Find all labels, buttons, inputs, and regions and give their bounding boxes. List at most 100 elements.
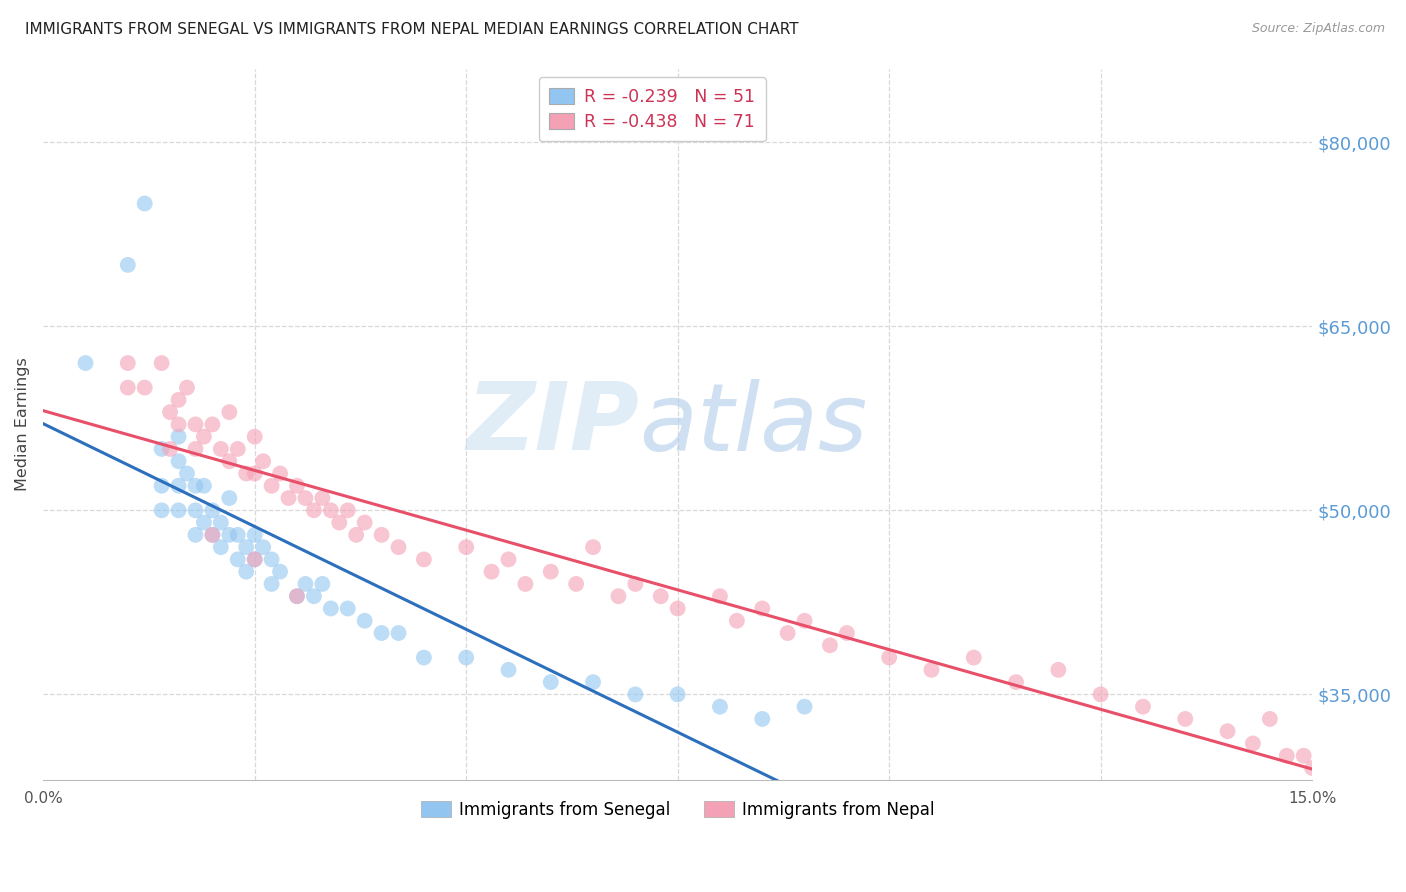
Point	[294, 491, 316, 505]
Point	[184, 417, 207, 432]
Point	[184, 503, 207, 517]
Point	[751, 712, 773, 726]
Point	[1090, 687, 1112, 701]
Point	[624, 577, 647, 591]
Point	[515, 577, 537, 591]
Point	[319, 601, 342, 615]
Point	[218, 454, 240, 468]
Point	[243, 430, 266, 444]
Point	[709, 589, 731, 603]
Point	[481, 565, 503, 579]
Text: Source: ZipAtlas.com: Source: ZipAtlas.com	[1251, 22, 1385, 36]
Point	[252, 454, 274, 468]
Point	[218, 528, 240, 542]
Point	[666, 601, 689, 615]
Point	[243, 552, 266, 566]
Point	[353, 614, 375, 628]
Point	[167, 430, 190, 444]
Point	[344, 528, 367, 542]
Point	[243, 467, 266, 481]
Point	[1132, 699, 1154, 714]
Point	[176, 381, 198, 395]
Point	[150, 479, 173, 493]
Point	[498, 552, 520, 566]
Point	[167, 479, 190, 493]
Point	[793, 699, 815, 714]
Point	[565, 577, 588, 591]
Point	[117, 356, 139, 370]
Point	[456, 540, 478, 554]
Point	[709, 699, 731, 714]
Point	[793, 614, 815, 628]
Point	[540, 675, 562, 690]
Point	[412, 650, 434, 665]
Point	[201, 528, 224, 542]
Point	[260, 577, 283, 591]
Point	[184, 528, 207, 542]
Text: atlas: atlas	[640, 379, 868, 470]
Point	[387, 540, 409, 554]
Point	[877, 650, 900, 665]
Point	[243, 552, 266, 566]
Point	[285, 589, 308, 603]
Point	[235, 540, 257, 554]
Point	[218, 405, 240, 419]
Point	[387, 626, 409, 640]
Point	[650, 589, 672, 603]
Point	[328, 516, 350, 530]
Point	[150, 503, 173, 517]
Point	[209, 442, 232, 456]
Point	[252, 540, 274, 554]
Point	[582, 675, 605, 690]
Point	[167, 417, 190, 432]
Point	[134, 196, 156, 211]
Point	[269, 467, 291, 481]
Point	[277, 491, 299, 505]
Point	[235, 565, 257, 579]
Point	[336, 503, 359, 517]
Text: ZIP: ZIP	[467, 378, 640, 470]
Point	[963, 650, 986, 665]
Point	[1047, 663, 1070, 677]
Point	[1292, 748, 1315, 763]
Point	[1216, 724, 1239, 739]
Point	[184, 442, 207, 456]
Point	[1174, 712, 1197, 726]
Point	[456, 650, 478, 665]
Point	[193, 430, 215, 444]
Point	[235, 467, 257, 481]
Point	[226, 442, 249, 456]
Point	[540, 565, 562, 579]
Point	[209, 540, 232, 554]
Point	[1258, 712, 1281, 726]
Point	[134, 381, 156, 395]
Point	[294, 577, 316, 591]
Point	[607, 589, 630, 603]
Point	[226, 552, 249, 566]
Point	[285, 589, 308, 603]
Point	[243, 528, 266, 542]
Point	[776, 626, 799, 640]
Point	[159, 442, 181, 456]
Point	[302, 589, 325, 603]
Point	[498, 663, 520, 677]
Point	[285, 479, 308, 493]
Point	[302, 503, 325, 517]
Point	[1005, 675, 1028, 690]
Point	[818, 638, 841, 652]
Point	[75, 356, 97, 370]
Point	[150, 442, 173, 456]
Point	[159, 405, 181, 419]
Point	[353, 516, 375, 530]
Point	[167, 503, 190, 517]
Point	[319, 503, 342, 517]
Point	[1275, 748, 1298, 763]
Point	[260, 479, 283, 493]
Point	[260, 552, 283, 566]
Point	[835, 626, 858, 640]
Point	[269, 565, 291, 579]
Point	[117, 381, 139, 395]
Point	[751, 601, 773, 615]
Point	[920, 663, 942, 677]
Point	[725, 614, 748, 628]
